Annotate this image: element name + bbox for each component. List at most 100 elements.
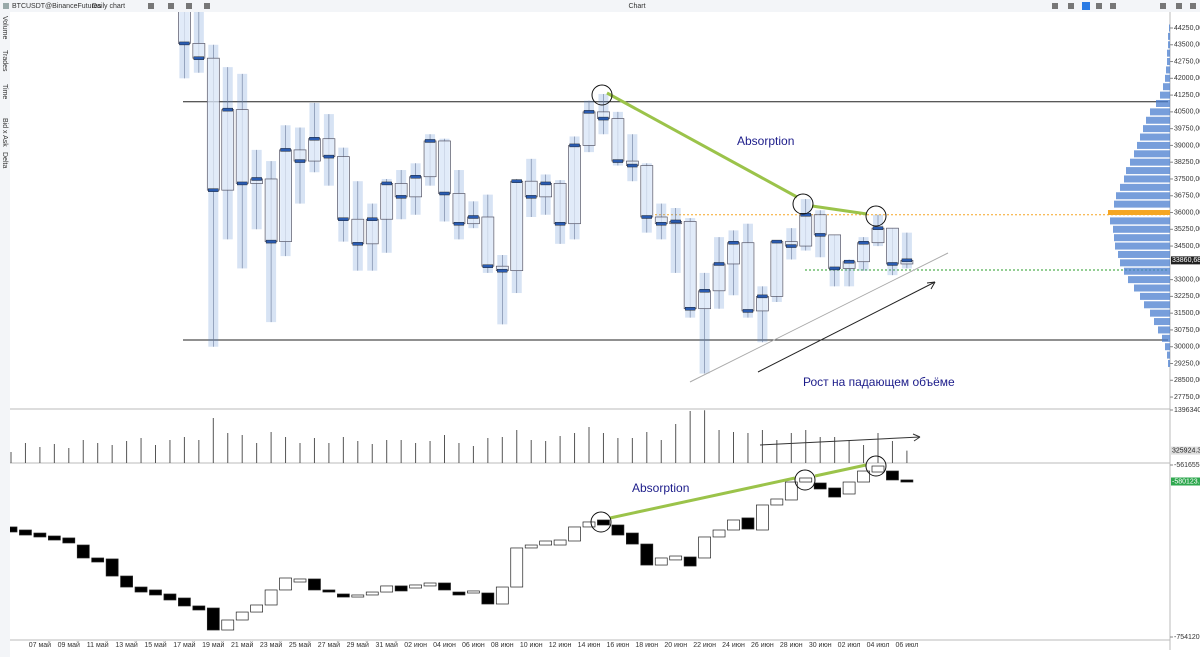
close-marker xyxy=(583,110,595,114)
x-tick-label: 02 июн xyxy=(404,642,427,649)
delta-candle xyxy=(611,524,625,536)
x-tick-label: 29 май xyxy=(347,641,369,649)
candle-body xyxy=(828,234,842,269)
delta-candle xyxy=(900,479,914,483)
highlight-circle xyxy=(865,205,887,227)
delta-candle xyxy=(19,529,32,536)
delta-candle xyxy=(683,556,697,567)
close-marker xyxy=(338,217,349,221)
y-tick-label: 34500,00 xyxy=(1174,243,1200,250)
profile-bar xyxy=(1165,343,1170,351)
delta-candle xyxy=(250,604,263,613)
volume-arrow xyxy=(759,436,921,446)
delta-candle xyxy=(886,470,899,481)
close-marker xyxy=(612,159,624,163)
delta-candle xyxy=(337,593,350,598)
tool-icon[interactable] xyxy=(148,3,154,9)
tool-icon[interactable] xyxy=(168,3,174,9)
profile-bar xyxy=(1158,326,1170,334)
profile-bar xyxy=(1134,284,1170,292)
delta-candle xyxy=(322,589,336,593)
y-tick-label: 28500,00 xyxy=(1174,377,1200,384)
close-marker xyxy=(179,41,190,46)
absorption-line xyxy=(609,476,796,520)
close-marker xyxy=(843,260,855,264)
tool-icon[interactable] xyxy=(1052,3,1058,9)
profile-bar xyxy=(1114,200,1170,208)
x-tick-label: 07 май xyxy=(29,641,51,649)
sidebar-tab[interactable]: Volume xyxy=(1,16,8,39)
candle-body xyxy=(423,140,437,178)
y-tick-label: -754120.66 xyxy=(1174,634,1200,641)
profile-bar xyxy=(1156,99,1170,107)
candle-body xyxy=(524,180,538,198)
delta-candle xyxy=(452,591,466,596)
y-tick-label: 36000,00 xyxy=(1174,209,1200,216)
close-marker xyxy=(251,177,262,181)
y-tick-label: 35250,00 xyxy=(1174,226,1200,233)
timeframe[interactable]: Daily chart xyxy=(92,3,125,10)
delta-candle xyxy=(553,539,567,546)
sidebar-tab[interactable]: Time xyxy=(1,84,8,99)
close-marker xyxy=(395,195,407,199)
profile-bar xyxy=(1150,108,1170,116)
delta-candle xyxy=(467,590,480,594)
candle-body xyxy=(206,57,220,191)
tool-icon[interactable] xyxy=(1190,3,1196,9)
delta-candle xyxy=(510,547,524,588)
toolbar xyxy=(0,0,1200,12)
profile-bar xyxy=(1120,259,1170,267)
delta-candle xyxy=(524,544,538,549)
delta-candle xyxy=(582,521,596,528)
close-marker xyxy=(656,221,667,226)
toolbar-icons xyxy=(148,2,1196,10)
window-title: Chart xyxy=(628,3,645,10)
trend-arrow xyxy=(757,281,936,373)
tool-icon[interactable] xyxy=(1176,3,1182,9)
profile-bar xyxy=(1108,210,1170,216)
candle-body xyxy=(568,145,581,225)
close-marker xyxy=(381,181,392,186)
symbol-icon[interactable] xyxy=(3,3,9,9)
delta-candle xyxy=(871,465,885,473)
profile-bar xyxy=(1168,41,1170,49)
tool-icon[interactable] xyxy=(1068,3,1074,9)
y-tick-label: 39000,00 xyxy=(1174,142,1200,149)
candle-body xyxy=(756,296,769,312)
price-tag-label: 33860,68 xyxy=(1172,257,1200,264)
candle-body xyxy=(481,216,495,267)
tool-icon[interactable] xyxy=(1160,3,1166,9)
candle-body xyxy=(452,193,466,225)
candle-body xyxy=(322,138,336,157)
profile-bar xyxy=(1169,24,1170,32)
profile-bar xyxy=(1165,74,1170,82)
support-line xyxy=(689,252,949,383)
tool-icon[interactable] xyxy=(186,3,192,9)
close-marker xyxy=(771,239,783,244)
highlight-circle xyxy=(794,469,816,491)
tool-icon[interactable] xyxy=(1096,3,1102,9)
tool-icon[interactable] xyxy=(1110,3,1116,9)
x-tick-label: 23 май xyxy=(260,641,282,649)
sidebar-tab[interactable]: Delta xyxy=(1,152,8,168)
profile-bar xyxy=(1144,301,1170,309)
close-marker xyxy=(526,195,537,199)
symbol[interactable]: BTCUSDT@BinanceFutures xyxy=(12,3,102,10)
tool-icon[interactable] xyxy=(204,3,210,9)
x-tick-label: 31 май xyxy=(376,641,398,649)
close-marker xyxy=(497,268,508,273)
y-tick-label: 29250,00 xyxy=(1174,360,1200,367)
sidebar-tab[interactable]: Trades xyxy=(1,50,8,72)
x-tick-label: 28 июн xyxy=(780,642,803,649)
sidebar-tab[interactable]: Bid x Ask xyxy=(1,118,8,147)
close-marker xyxy=(829,266,840,271)
close-marker xyxy=(901,258,913,263)
price-tag xyxy=(1171,477,1200,486)
candle-body xyxy=(741,242,755,312)
delta-candle xyxy=(640,543,654,566)
delta-candle xyxy=(351,594,365,598)
candle-body xyxy=(683,221,697,310)
tool-icon[interactable] xyxy=(1082,2,1090,10)
candle-body xyxy=(582,111,596,146)
